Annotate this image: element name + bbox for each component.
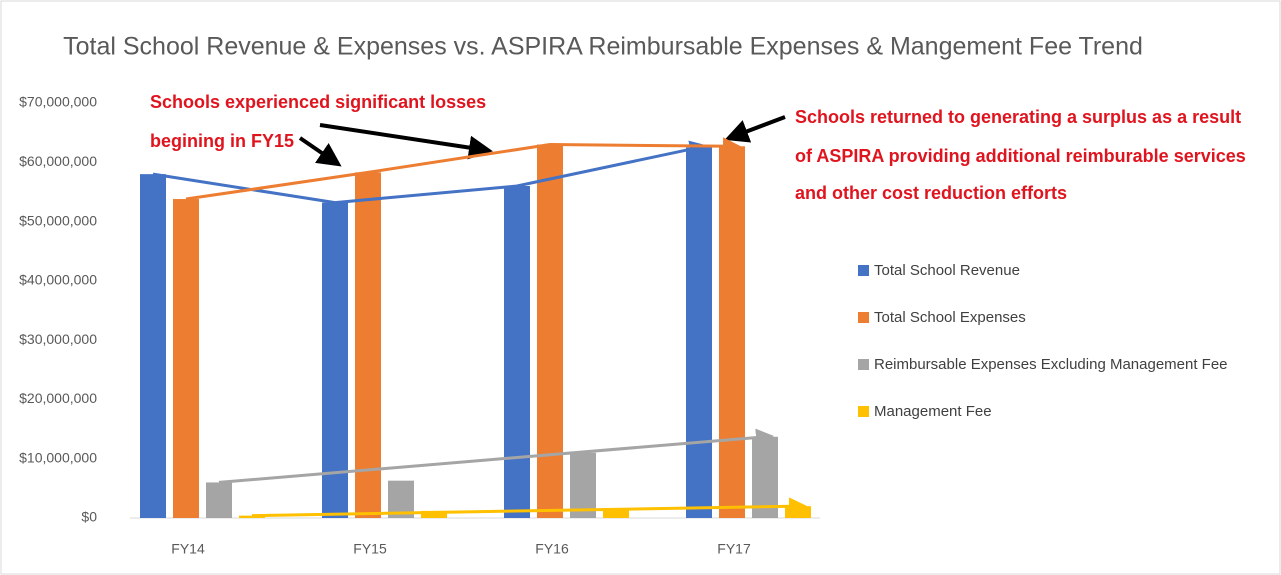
chart-title: Total School Revenue & Expenses vs. ASPI… [63, 33, 1143, 61]
y-tick-label: $60,000,000 [19, 153, 97, 169]
trend-line [185, 137, 741, 201]
x-tick-label: FY16 [535, 541, 569, 557]
y-tick-label: $30,000,000 [19, 331, 97, 347]
bar [603, 509, 629, 518]
legend-swatch [858, 406, 869, 417]
legend-label: Reimbursable Expenses Excluding Manageme… [874, 356, 1228, 373]
y-tick-label: $50,000,000 [19, 212, 97, 228]
bar [570, 452, 596, 518]
bar [537, 144, 563, 518]
bar [785, 506, 811, 518]
bar [686, 147, 712, 518]
callout-arrows [298, 115, 786, 167]
bar [719, 146, 745, 518]
arrow [319, 123, 493, 160]
bar [173, 199, 199, 519]
annotation: Schools experienced significant losses [150, 92, 486, 112]
legend-swatch [858, 312, 869, 323]
bar [322, 202, 348, 518]
arrow [298, 136, 342, 167]
legend-swatch [858, 359, 869, 370]
bar [752, 436, 778, 518]
trend-line [251, 497, 807, 518]
annotation: begining in FY15 [150, 131, 294, 151]
x-tick-label: FY15 [353, 541, 387, 557]
annotation: and other cost reduction efforts [795, 183, 1067, 203]
bar [421, 510, 447, 518]
y-tick-label: $40,000,000 [19, 272, 97, 288]
bar [206, 482, 232, 518]
legend-label: Total School Expenses [874, 309, 1026, 326]
legend-swatch [858, 265, 869, 276]
y-tick-label: $0 [81, 509, 97, 525]
y-tick-label: $10,000,000 [19, 449, 97, 465]
bar [239, 515, 265, 518]
trend-line [152, 140, 708, 205]
y-tick-label: $20,000,000 [19, 390, 97, 406]
bar [140, 174, 166, 518]
legend-label: Management Fee [874, 403, 992, 420]
arrow [724, 115, 786, 143]
annotation: of ASPIRA providing additional reimburab… [795, 146, 1246, 166]
x-tick-label: FY14 [171, 541, 205, 557]
legend-label: Total School Revenue [874, 262, 1020, 279]
x-tick-label: FY17 [717, 541, 751, 557]
bar [355, 172, 381, 518]
annotation: Schools returned to generating a surplus… [795, 107, 1241, 127]
y-tick-label: $70,000,000 [19, 94, 97, 110]
trend-line [218, 428, 774, 484]
bar [504, 186, 530, 518]
